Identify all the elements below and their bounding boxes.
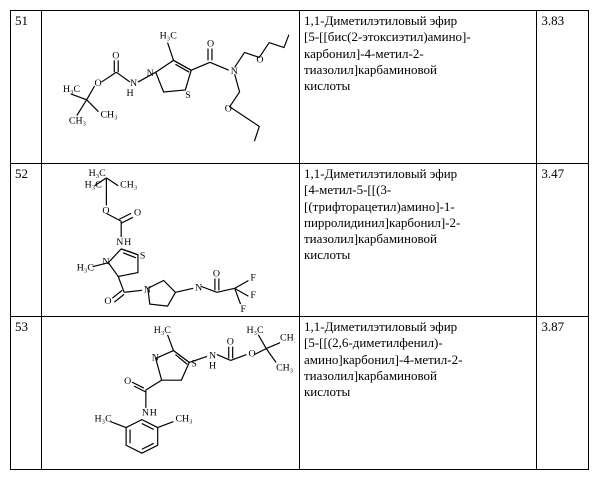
name-line: пирролидинил]карбонил]-2- xyxy=(304,215,460,230)
svg-text:CH₃: CH₃ xyxy=(280,333,295,344)
structure-cell: H₃C CH₃ H₃C O O N H S N H₃C xyxy=(41,164,299,317)
name-line: [(трифторацетил)амино]-1- xyxy=(304,199,455,214)
svg-text:O: O xyxy=(207,39,214,50)
name-line: [4-метил-5-[[(3- xyxy=(304,182,391,197)
svg-text:O: O xyxy=(227,337,234,348)
name-line: кислоты xyxy=(304,384,350,399)
svg-text:S: S xyxy=(140,251,145,262)
row-id: 53 xyxy=(11,317,42,470)
svg-text:CH₃: CH₃ xyxy=(276,362,293,373)
svg-text:H₃C: H₃C xyxy=(63,84,81,95)
svg-text:H: H xyxy=(124,237,131,248)
svg-text:O: O xyxy=(124,376,131,387)
name-line: карбонил]-4-метил-2- xyxy=(304,46,424,61)
name-line: амино]карбонил]-4-метил-2- xyxy=(304,352,462,367)
svg-text:O: O xyxy=(112,50,119,61)
svg-text:CH₃: CH₃ xyxy=(175,414,192,425)
svg-text:H: H xyxy=(126,88,133,99)
svg-text:H₃C: H₃C xyxy=(94,414,112,425)
svg-text:O: O xyxy=(104,296,111,307)
name-line: 1,1-Диметилэтиловый эфир xyxy=(304,166,457,181)
svg-text:O: O xyxy=(225,104,232,115)
structure-51: N S H₃C O N O O xyxy=(46,13,295,161)
value: 3.47 xyxy=(537,164,589,317)
name-line: кислоты xyxy=(304,78,350,93)
table-row: 53 S N H₃C N H O O xyxy=(11,317,589,470)
value: 3.83 xyxy=(537,11,589,164)
name-line: 1,1-Диметилэтиловый эфир xyxy=(304,319,457,334)
structure-52: H₃C CH₃ H₃C O O N H S N H₃C xyxy=(46,166,295,314)
svg-text:O: O xyxy=(256,54,263,65)
svg-text:H: H xyxy=(150,408,157,419)
name-line: 1,1-Диметилэтиловый эфир xyxy=(304,13,457,28)
svg-text:N: N xyxy=(102,257,109,268)
svg-text:F: F xyxy=(241,304,247,314)
name-line: тиазолил]карбаминовой xyxy=(304,62,437,77)
svg-text:H₃C: H₃C xyxy=(89,168,107,179)
svg-text:N: N xyxy=(116,237,123,248)
svg-text:CH₃: CH₃ xyxy=(69,116,86,127)
svg-text:O: O xyxy=(213,269,220,280)
svg-text:H₃C: H₃C xyxy=(160,31,178,42)
svg-text:N: N xyxy=(142,408,149,419)
row-id: 52 xyxy=(11,164,42,317)
structure-cell: S N H₃C N H O O CH₃ CH₃ xyxy=(41,317,299,470)
svg-text:S: S xyxy=(185,90,190,101)
name-line: тиазолил]карбаминовой xyxy=(304,368,437,383)
value: 3.87 xyxy=(537,317,589,470)
row-id: 51 xyxy=(11,11,42,164)
svg-text:O: O xyxy=(134,207,141,218)
svg-text:H: H xyxy=(209,360,216,371)
svg-text:H₃C: H₃C xyxy=(77,263,95,274)
compound-name: 1,1-Диметилэтиловый эфир [5-[[(2,6-димет… xyxy=(299,317,536,470)
svg-text:CH₃: CH₃ xyxy=(100,110,117,121)
name-line: [5-[[(2,6-диметилфенил)- xyxy=(304,335,443,350)
compound-table: 51 N S H₃C O N xyxy=(10,10,589,470)
structure-53: S N H₃C N H O O CH₃ CH₃ xyxy=(46,319,295,467)
compound-name: 1,1-Диметилэтиловый эфир [4-метил-5-[[(3… xyxy=(299,164,536,317)
svg-text:H₃C: H₃C xyxy=(246,325,264,336)
svg-text:CH₃: CH₃ xyxy=(120,180,137,191)
name-line: кислоты xyxy=(304,247,350,262)
name-line: тиазолил]карбаминовой xyxy=(304,231,437,246)
svg-text:N: N xyxy=(195,282,202,293)
table-row: 52 H₃C CH₃ H₃C O O N H xyxy=(11,164,589,317)
compound-name: 1,1-Диметилэтиловый эфир [5-[[бис(2-эток… xyxy=(299,11,536,164)
table-row: 51 N S H₃C O N xyxy=(11,11,589,164)
svg-text:H₃C: H₃C xyxy=(85,180,103,191)
svg-text:O: O xyxy=(94,78,101,89)
svg-text:H₃C: H₃C xyxy=(154,325,172,336)
svg-text:N: N xyxy=(152,352,159,363)
structure-cell: N S H₃C O N O O xyxy=(41,11,299,164)
svg-text:N: N xyxy=(231,66,238,77)
svg-text:F: F xyxy=(250,290,256,301)
svg-text:F: F xyxy=(250,272,256,283)
name-line: [5-[[бис(2-этоксиэтил)амино]- xyxy=(304,29,471,44)
